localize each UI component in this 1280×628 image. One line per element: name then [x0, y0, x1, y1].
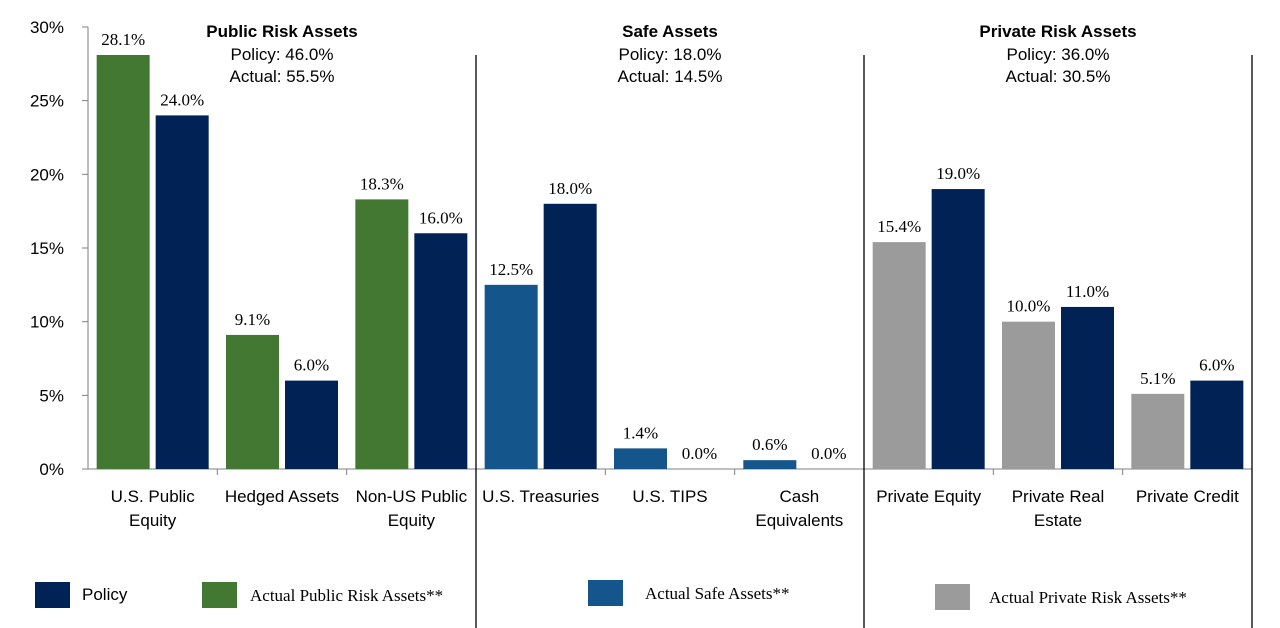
category-label: Estate [1034, 511, 1082, 530]
category-label: Private Real [1012, 487, 1105, 506]
category-label: Equity [388, 511, 436, 530]
bar-actual [743, 460, 797, 469]
category-label: Equivalents [755, 511, 843, 530]
group-title: Public Risk Assets [206, 22, 358, 41]
legend-swatch [588, 580, 623, 606]
data-label-policy: 6.0% [294, 356, 329, 375]
group-policy-total: Policy: 18.0% [619, 45, 722, 64]
axis-layer [82, 26, 1253, 628]
y-tick-label: 30% [30, 18, 64, 37]
data-label-policy: 0.0% [811, 444, 846, 463]
legend: Policy Actual Public Risk Assets** Actual … [35, 580, 1187, 610]
category-label: Cash [779, 487, 819, 506]
y-tick-label: 25% [30, 92, 64, 111]
category-label: Non-US Public [356, 487, 468, 506]
bar-policy [414, 233, 468, 469]
labels-layer: 0% 5% 10% 15% 20% 25% 30% Public Risk Assets Pol… [30, 18, 1239, 530]
category-label: Private Credit [1136, 487, 1239, 506]
data-label-actual: 5.1% [1140, 369, 1175, 388]
group-policy-total: Policy: 36.0% [1007, 45, 1110, 64]
group-title: Safe Assets [622, 22, 718, 41]
bar-policy [543, 203, 597, 470]
data-label-actual: 1.4% [623, 423, 658, 442]
bar-policy [1061, 306, 1114, 469]
category-label: U.S. Public [111, 487, 196, 506]
bar-policy [155, 115, 209, 470]
legend-label: Actual Safe Assets** [645, 584, 789, 603]
y-tick-label: 10% [30, 313, 64, 332]
legend-swatch [35, 582, 70, 608]
y-tick-label: 5% [39, 386, 64, 405]
group-actual-total: Actual: 14.5% [618, 67, 723, 86]
data-label-actual: 28.1% [101, 30, 145, 49]
category-label: U.S. TIPS [632, 487, 707, 506]
legend-label: Actual Private Risk Assets** [989, 588, 1187, 607]
data-label-actual: 10.0% [1007, 297, 1051, 316]
bar-actual [614, 448, 667, 469]
legend-swatch [202, 582, 237, 608]
data-label-actual: 9.1% [235, 310, 270, 329]
data-label-actual: 15.4% [877, 217, 921, 236]
bar-actual [872, 242, 926, 469]
bar-actual [355, 199, 409, 469]
data-label-policy: 16.0% [419, 208, 463, 227]
group-actual-total: Actual: 55.5% [230, 67, 335, 86]
data-label-policy: 18.0% [548, 179, 592, 198]
data-label-policy: 0.0% [682, 444, 717, 463]
category-label: U.S. Treasuries [482, 487, 599, 506]
data-label-policy: 19.0% [936, 164, 980, 183]
bar-policy [1190, 380, 1244, 469]
bar-policy [285, 380, 338, 469]
data-label-actual: 18.3% [360, 174, 404, 193]
data-label-policy: 11.0% [1066, 282, 1109, 301]
legend-swatch [935, 584, 970, 610]
group-title: Private Risk Assets [979, 22, 1136, 41]
bar-actual [1002, 321, 1055, 469]
y-tick-label: 20% [30, 165, 64, 184]
bar-actual [1131, 393, 1185, 469]
data-label-actual: 0.6% [752, 435, 787, 454]
legend-label: Actual Public Risk Assets** [250, 586, 443, 605]
data-label-policy: 24.0% [160, 90, 204, 109]
group-policy-total: Policy: 46.0% [231, 45, 334, 64]
category-label: Hedged Assets [225, 487, 339, 506]
bar-actual [96, 54, 150, 469]
data-label-actual: 12.5% [489, 260, 533, 279]
bar-actual [226, 334, 279, 469]
data-label-policy: 6.0% [1199, 356, 1234, 375]
y-tick-label: 15% [30, 239, 64, 258]
bars-layer [96, 54, 1244, 470]
group-actual-total: Actual: 30.5% [1006, 67, 1111, 86]
category-label: Private Equity [876, 487, 981, 506]
category-label: Equity [129, 511, 177, 530]
y-tick-label: 0% [39, 460, 64, 479]
bar-policy [931, 189, 985, 470]
legend-label: Policy [82, 585, 128, 604]
bar-actual [484, 284, 538, 469]
